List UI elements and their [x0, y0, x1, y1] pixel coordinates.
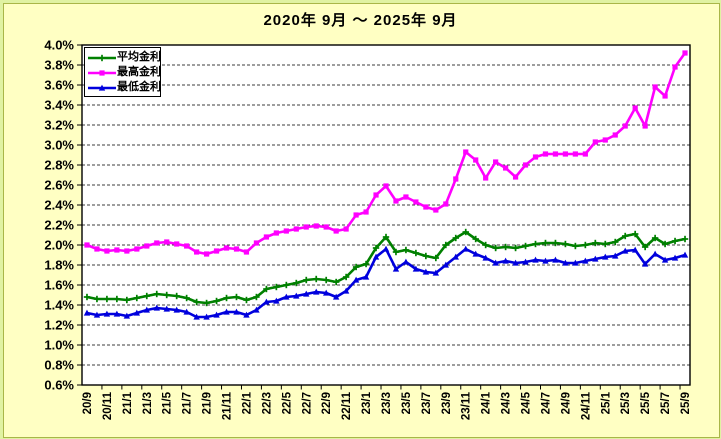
svg-text:2.6%: 2.6%: [44, 178, 74, 193]
svg-text:23/5: 23/5: [401, 391, 413, 414]
svg-text:0.6%: 0.6%: [44, 378, 74, 393]
svg-text:3.6%: 3.6%: [44, 78, 74, 93]
svg-text:2.0%: 2.0%: [44, 238, 74, 253]
svg-text:22/9: 22/9: [321, 392, 333, 414]
svg-text:21/5: 21/5: [162, 391, 174, 414]
svg-text:24/11: 24/11: [580, 391, 592, 420]
legend-label-average: 平均金利: [117, 51, 161, 63]
svg-text:22/7: 22/7: [301, 392, 313, 414]
svg-text:21/3: 21/3: [142, 392, 154, 414]
svg-text:3.0%: 3.0%: [44, 138, 74, 153]
chart-title: 2020年 9月 ～ 2025年 9月: [263, 12, 458, 29]
svg-text:21/9: 21/9: [202, 392, 214, 414]
svg-text:22/1: 22/1: [241, 391, 253, 414]
svg-text:21/11: 21/11: [222, 391, 234, 420]
svg-text:24/3: 24/3: [501, 392, 513, 414]
svg-text:3.2%: 3.2%: [44, 118, 74, 133]
svg-text:24/7: 24/7: [540, 392, 552, 414]
svg-text:23/11: 23/11: [461, 391, 473, 420]
svg-text:23/9: 23/9: [441, 392, 453, 414]
svg-text:22/5: 22/5: [281, 391, 293, 414]
svg-text:3.8%: 3.8%: [44, 58, 74, 73]
legend-label-lowest: 最低金利: [117, 81, 161, 94]
svg-text:25/7: 25/7: [660, 392, 672, 414]
svg-text:1.0%: 1.0%: [44, 338, 74, 353]
svg-text:2.8%: 2.8%: [44, 158, 74, 173]
svg-text:24/1: 24/1: [481, 391, 493, 414]
svg-text:1.2%: 1.2%: [44, 318, 74, 333]
legend: 平均金利 最高金利 最低金利: [84, 47, 161, 98]
svg-text:25/9: 25/9: [680, 392, 692, 414]
svg-text:1.6%: 1.6%: [44, 278, 74, 293]
legend-item-highest: 最高金利: [87, 66, 161, 79]
svg-text:23/7: 23/7: [421, 392, 433, 414]
legend-swatch-highest-line-icon: [87, 66, 117, 78]
svg-text:21/1: 21/1: [122, 391, 134, 414]
svg-text:0.8%: 0.8%: [44, 358, 74, 373]
svg-text:24/9: 24/9: [560, 392, 572, 414]
svg-text:2.4%: 2.4%: [44, 198, 74, 213]
svg-text:25/3: 25/3: [620, 392, 632, 414]
svg-text:1.8%: 1.8%: [44, 258, 74, 273]
svg-text:22/11: 22/11: [341, 391, 353, 420]
svg-text:20/11: 20/11: [102, 391, 114, 420]
svg-text:21/7: 21/7: [182, 392, 194, 414]
svg-text:25/5: 25/5: [640, 391, 652, 414]
svg-text:3.4%: 3.4%: [44, 98, 74, 113]
svg-text:23/3: 23/3: [381, 392, 393, 414]
legend-swatch-lowest-line-icon: [87, 81, 117, 93]
legend-label-highest: 最高金利: [117, 66, 161, 79]
svg-text:24/5: 24/5: [521, 391, 533, 414]
svg-text:1.4%: 1.4%: [44, 298, 74, 313]
legend-item-lowest: 最低金利: [87, 81, 161, 94]
svg-text:22/3: 22/3: [261, 392, 273, 414]
svg-text:4.0%: 4.0%: [44, 38, 74, 53]
svg-text:25/1: 25/1: [600, 391, 612, 414]
legend-item-average: 平均金利: [87, 51, 161, 63]
svg-text:23/1: 23/1: [361, 391, 373, 414]
svg-text:2.2%: 2.2%: [44, 218, 74, 233]
svg-text:20/9: 20/9: [82, 392, 94, 414]
legend-swatch-average-line-icon: [87, 51, 117, 63]
